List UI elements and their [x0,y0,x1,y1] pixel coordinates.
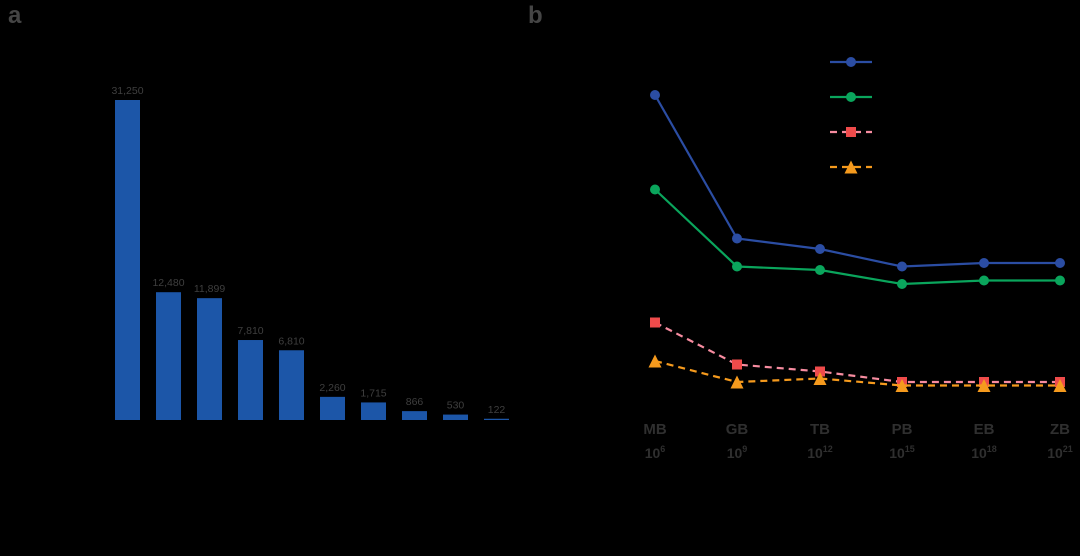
circle-marker [1055,258,1065,268]
circle-marker [897,261,907,272]
x-tick-unit: GB [726,421,749,438]
circle-marker [815,265,825,275]
series-red-line [654,321,1060,384]
bar [443,414,468,420]
x-tick-unit: MB [643,421,666,438]
square-marker [732,359,742,370]
legend-item [830,127,872,137]
triangle-marker [1053,379,1067,392]
bar-value-label: 1,715 [360,387,386,399]
x-tick-power: 1018 [971,444,997,461]
square-marker [846,127,856,137]
bar-value-label: 866 [406,396,424,408]
bar-value-label: 7,810 [237,325,263,337]
series-green-line [654,188,1060,286]
bar [156,292,181,420]
triangle-marker [813,372,827,385]
line-chart: MB 106 GB 109 TB 1012 PB 1015 EB 1018 ZB 1021 [643,57,1073,461]
bar-value-label: 122 [488,404,506,416]
x-tick-power-exponent: 9 [742,444,747,454]
x-tick-power: 109 [727,444,748,461]
x-tick-power-exponent: 6 [660,444,665,454]
series-orange-line [654,359,1060,387]
x-tick-unit: TB [810,421,830,438]
triangle-marker [844,160,858,174]
legend-item [830,92,872,102]
series-blue-line [654,94,1060,268]
bar-value-label: 6,810 [278,335,304,347]
x-tick-power-exponent: 15 [905,444,915,454]
triangle-marker [895,379,909,392]
circle-marker [846,92,856,102]
panel-a-label: a [8,2,22,29]
triangle-marker [730,375,744,389]
bar [279,350,304,420]
x-tick-unit: ZB [1050,421,1070,438]
circle-marker [846,57,856,67]
x-tick-power: 1015 [889,444,915,461]
circle-marker [979,258,989,268]
bar [361,402,386,420]
x-tick-power-exponent: 12 [823,444,833,454]
bar [484,418,509,420]
bar [197,298,222,420]
triangle-marker [977,379,991,392]
x-tick-power: 1021 [1047,444,1073,461]
x-tick-unit: PB [892,421,913,438]
circle-marker [815,244,825,254]
x-tick-power-exponent: 21 [1063,444,1073,454]
circle-marker [650,90,660,100]
bar-value-label: 31,250 [111,85,143,97]
bar-value-label: 12,480 [152,277,184,289]
square-marker [650,317,660,328]
x-tick-power-exponent: 18 [987,444,997,454]
legend-item [830,57,872,67]
circle-marker [732,261,742,272]
bar-chart: 31,250 12,480 11,899 7,810 6,810 2,260 1,715 86… [111,85,509,420]
bar [115,100,140,420]
triangle-marker [648,354,662,368]
bar [320,396,345,420]
square-marker [815,366,825,377]
bar [402,411,427,420]
bar-value-label: 2,260 [319,382,345,394]
x-tick-power: 106 [645,444,666,461]
bar-value-label: 11,899 [194,283,225,295]
circle-marker [979,275,989,286]
circle-marker [897,279,907,289]
circle-marker [650,184,660,195]
circle-marker [732,233,742,244]
panel-b-label: b [528,2,543,29]
bar-value-label: 530 [447,400,465,412]
x-tick-power: 1012 [807,444,833,461]
circle-marker [1055,275,1065,286]
bar [238,340,263,420]
x-tick-unit: EB [974,421,995,438]
legend-item [830,160,872,174]
